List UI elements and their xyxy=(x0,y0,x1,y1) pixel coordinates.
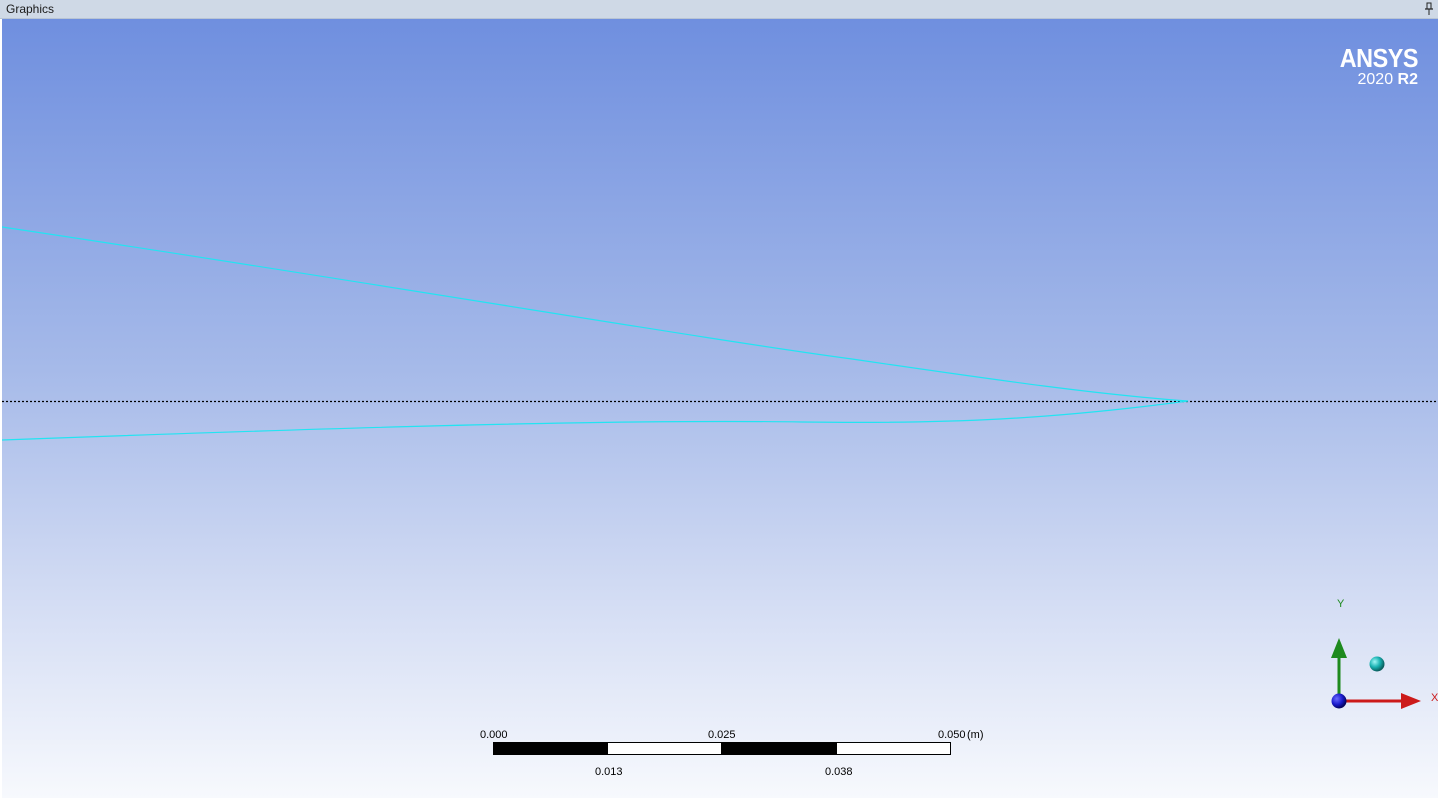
iso-view-ball-icon[interactable] xyxy=(1369,656,1385,672)
scale-ruler: 0.000 0.025 0.050 (m) 0.013 0.038 xyxy=(480,727,1000,787)
geometry-canvas[interactable] xyxy=(2,19,1438,798)
triad-y-label: Y xyxy=(1337,598,1345,610)
logo-version-release: R2 xyxy=(1397,71,1418,88)
scale-label-quarter: 0.013 xyxy=(595,766,623,778)
graphics-viewport[interactable]: ANSYS 2020 R2 0.000 0.025 0.050 (m) 0.01… xyxy=(2,19,1438,798)
z-axis-origin-icon[interactable] xyxy=(1331,693,1347,709)
window-title: Graphics xyxy=(6,2,55,16)
scale-label-mid: 0.025 xyxy=(708,729,736,741)
scale-label-three-quarter: 0.038 xyxy=(825,766,853,778)
lower-profile-edge[interactable] xyxy=(2,400,1189,441)
title-bar[interactable]: Graphics xyxy=(0,0,1438,19)
logo-version-year: 2020 xyxy=(1357,71,1394,88)
scale-unit: (m) xyxy=(967,729,984,741)
viewport-border xyxy=(0,19,2,798)
triad-x-label: X xyxy=(1431,692,1438,704)
coordinate-triad[interactable]: Y X xyxy=(1307,594,1438,714)
scale-segment-1 xyxy=(493,742,608,755)
scale-label-end: 0.050 xyxy=(938,729,966,741)
scale-segment-4 xyxy=(836,742,951,755)
logo-version: 2020 R2 xyxy=(1331,71,1419,88)
pin-icon[interactable] xyxy=(1424,1,1434,17)
ansys-logo: ANSYS 2020 R2 xyxy=(1331,43,1419,88)
logo-brand: ANSYS xyxy=(1339,43,1419,73)
scale-label-start: 0.000 xyxy=(480,729,508,741)
y-axis-arrow-icon[interactable] xyxy=(1331,638,1347,700)
x-axis-arrow-icon[interactable] xyxy=(1339,693,1421,709)
upper-profile-edge[interactable] xyxy=(2,226,1189,402)
scale-segment-3 xyxy=(721,742,837,755)
scale-segment-2 xyxy=(607,742,722,755)
